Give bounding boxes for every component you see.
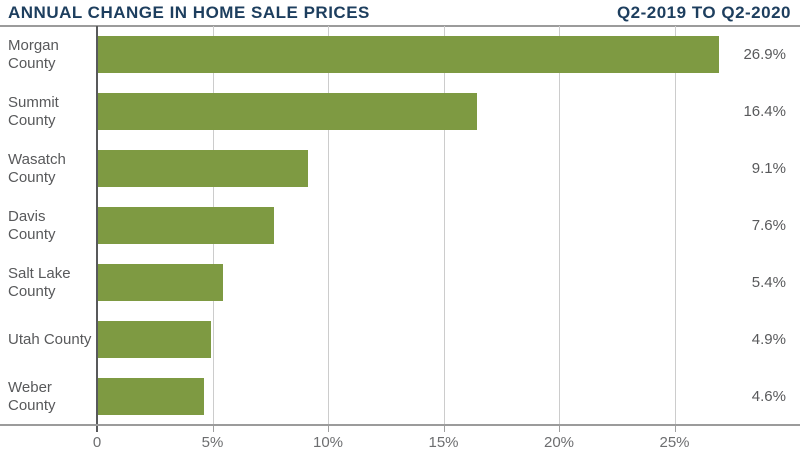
bar <box>98 207 274 244</box>
bar <box>98 378 205 415</box>
axis-tick <box>559 426 560 432</box>
bar-value-label: 4.9% <box>751 330 786 348</box>
axis-tick-label: 15% <box>428 434 459 451</box>
axis-tick <box>96 426 98 432</box>
bar <box>98 93 477 130</box>
bar-value-label: 26.9% <box>743 45 786 63</box>
chart-subtitle: Q2-2019 TO Q2-2020 <box>616 3 791 22</box>
category-label: Summit County <box>8 93 59 129</box>
axis-tick <box>212 426 214 432</box>
category-label: Davis County <box>8 207 56 243</box>
plot-top-border <box>0 25 800 27</box>
bar <box>98 264 223 301</box>
bar <box>98 321 212 358</box>
bar-value-label: 5.4% <box>751 273 786 291</box>
gridline <box>674 26 676 424</box>
gridline <box>328 26 329 424</box>
bar <box>98 36 720 73</box>
axis-tick-label: 20% <box>543 434 575 451</box>
axis-tick-label: 25% <box>659 434 690 451</box>
axis-tick-label: 5% <box>201 434 224 451</box>
bar-value-label: 7.6% <box>751 216 786 234</box>
category-label: Morgan County <box>8 36 59 72</box>
axis-tick <box>328 426 329 432</box>
category-label: Salt Lake County <box>8 264 71 300</box>
axis-tick <box>674 426 676 432</box>
axis-tick <box>443 426 445 432</box>
chart-title: ANNUAL CHANGE IN HOME SALE PRICES <box>8 3 370 22</box>
gridline <box>96 26 98 424</box>
bar-value-label: 16.4% <box>743 102 786 120</box>
bar-value-label: 4.6% <box>751 387 786 405</box>
category-label: Wasatch County <box>8 150 66 186</box>
category-label: Weber County <box>8 378 56 414</box>
bar <box>98 150 309 187</box>
x-axis-line <box>0 424 800 426</box>
category-label: Utah County <box>8 330 92 348</box>
axis-tick-label: 0 <box>92 434 102 451</box>
gridline <box>559 26 560 424</box>
bar-value-label: 9.1% <box>751 159 786 177</box>
axis-tick-label: 10% <box>312 434 344 451</box>
gridline <box>443 26 445 424</box>
